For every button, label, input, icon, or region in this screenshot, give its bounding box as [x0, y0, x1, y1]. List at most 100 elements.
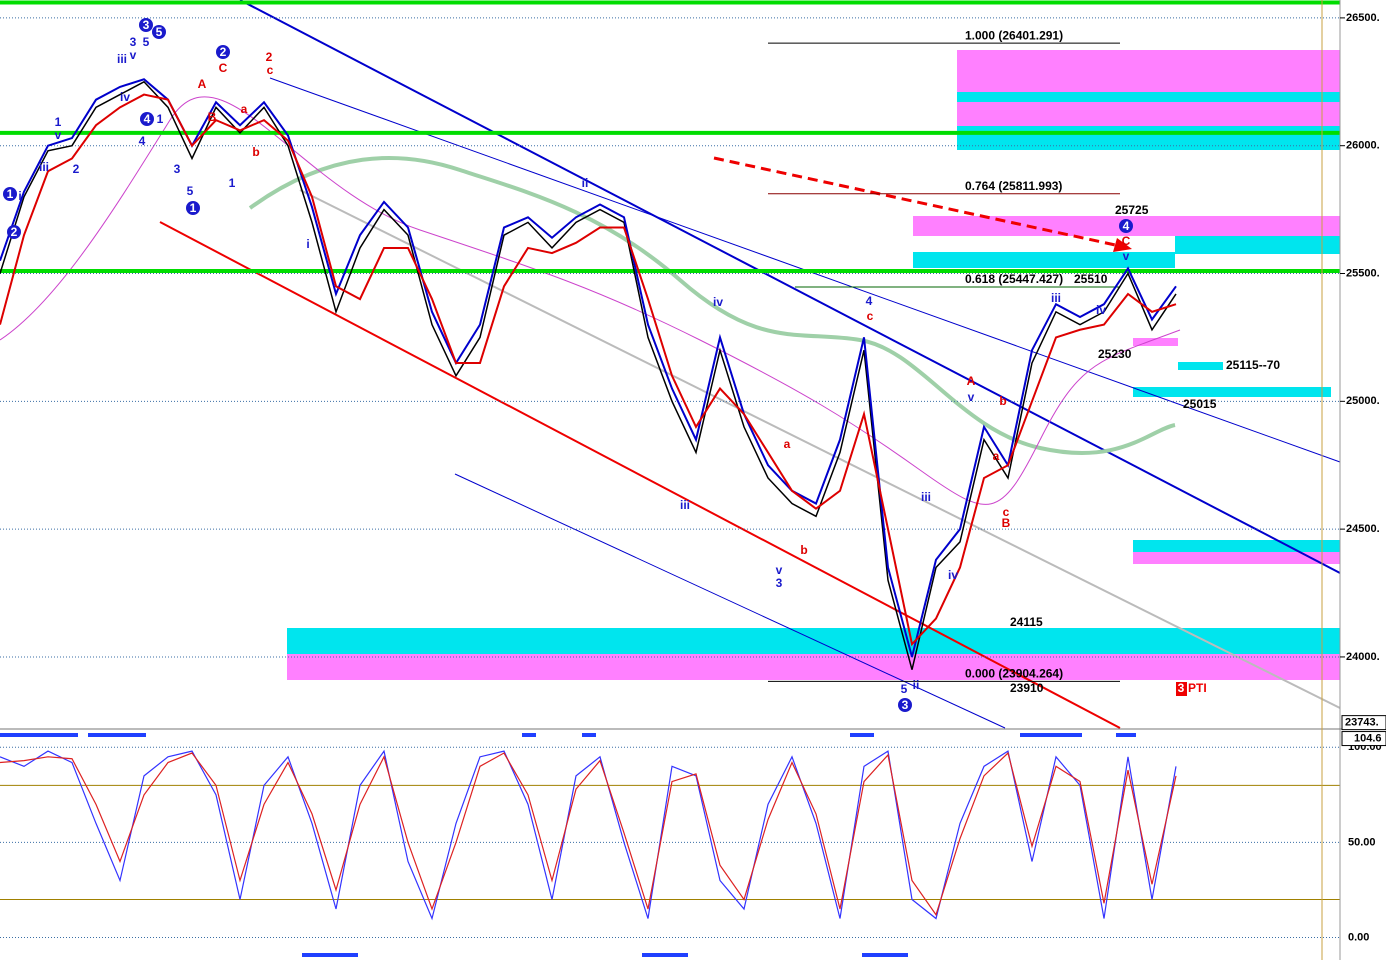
moving-average — [248, 155, 1176, 455]
wave-label: a — [993, 449, 1000, 463]
wave-label: C — [1122, 234, 1131, 248]
wave-label: 4 — [1123, 219, 1130, 233]
activity-bar — [582, 733, 596, 737]
activity-bar — [88, 733, 146, 737]
y-tick-label: 24500. — [1346, 523, 1380, 535]
wave-label: 2 — [220, 45, 227, 59]
fib-label: 1.000 (26401.291) — [965, 28, 1063, 42]
wave-circle — [140, 112, 154, 126]
current-box — [1341, 731, 1386, 747]
osc-tick-label: 50.00 — [1348, 836, 1376, 848]
activity-bar — [522, 733, 536, 737]
activity-bar — [302, 953, 358, 957]
wave-label: iv — [120, 90, 130, 104]
wave-label: 5 — [901, 682, 908, 696]
wave-label: A — [967, 374, 976, 388]
wave-circle — [216, 45, 230, 59]
wave-label: ii — [582, 176, 589, 190]
trend-line — [299, 189, 1341, 709]
wave-label: v — [776, 563, 783, 577]
zone — [1133, 338, 1178, 346]
wave-label: iii — [921, 490, 931, 504]
activity-bar — [862, 953, 908, 957]
price-label: 25230 — [1098, 347, 1132, 361]
wave-label: iv — [1096, 303, 1106, 317]
wave-circle — [7, 225, 21, 239]
wave-label: b — [252, 145, 259, 159]
zone — [1178, 362, 1223, 370]
price-label: 24115 — [1010, 615, 1043, 629]
oscillator-line — [0, 751, 1177, 917]
price-label: 25015 — [1183, 397, 1217, 411]
arrow-head — [1113, 238, 1132, 252]
wave-label: 2 — [73, 162, 80, 176]
wave-circle — [1119, 219, 1133, 233]
activity-bar — [1020, 733, 1082, 737]
zone — [287, 654, 1340, 680]
wave-label: 1 — [229, 176, 236, 190]
zone — [957, 92, 1340, 102]
y-tick-label: 26000. — [1346, 140, 1380, 152]
wave-label: iii — [1051, 291, 1061, 305]
wave-label: 3 — [902, 698, 909, 712]
wave-label: C — [219, 61, 228, 75]
price-label: 25725 — [1115, 203, 1149, 217]
pti-text: PTI — [1188, 681, 1207, 695]
wave-label: 1 — [190, 201, 197, 215]
fib-label: 0.764 (25811.993) — [965, 179, 1062, 193]
price-label: 23910 — [1010, 681, 1044, 695]
trend-line — [454, 473, 1006, 729]
wave-label: v — [55, 128, 62, 142]
zone — [1133, 387, 1331, 397]
wave-label: 5 — [143, 35, 150, 49]
wave-label: 3 — [130, 35, 137, 49]
activity-bar — [850, 733, 874, 737]
wave-label: 3 — [776, 576, 783, 590]
wave-label: 4 — [866, 294, 873, 308]
wave-label: B — [1002, 516, 1011, 530]
price-label: 25510 — [1074, 272, 1108, 286]
trend-line — [159, 221, 1121, 729]
oscillator-line — [0, 749, 1177, 921]
last-price-box — [1341, 715, 1386, 731]
wave-label: i — [306, 237, 309, 251]
y-tick-label: 25500. — [1346, 267, 1380, 279]
zones — [287, 50, 1340, 680]
wave-label: iii — [117, 52, 127, 66]
wave-label: 5 — [187, 184, 194, 198]
zone — [957, 102, 1340, 126]
price-line — [0, 93, 1177, 647]
wave-circle — [186, 201, 200, 215]
zone — [287, 628, 1340, 654]
current-label: 104.6 — [1354, 732, 1382, 744]
wave-label: 4 — [144, 112, 151, 126]
price-label: 25115--70 — [1226, 358, 1280, 372]
zone — [957, 50, 1340, 92]
wave-label: iv — [713, 295, 723, 309]
last-price-label: 23743. — [1345, 717, 1379, 729]
pti-num: 3 — [1178, 681, 1185, 695]
wave-label: 1 — [157, 112, 164, 126]
wave-label: c — [1003, 505, 1010, 519]
zone — [913, 252, 1175, 268]
osc-tick-label: 0.00 — [1348, 931, 1369, 943]
wave-label: iii — [39, 160, 49, 174]
wave-label: v — [130, 48, 137, 62]
wave-label: iv — [948, 568, 958, 582]
wave-label: 4 — [139, 134, 146, 148]
fib-label: 0.000 (23904.264) — [965, 667, 1063, 681]
trend-line — [239, 0, 1341, 574]
wave-label: b — [999, 394, 1006, 408]
y-tick-label: 25000. — [1346, 395, 1380, 407]
wave-label: 2 — [11, 225, 18, 239]
y-tick-label: 26500. — [1346, 12, 1380, 24]
wave-label: B — [208, 110, 217, 124]
wave-label: 1 — [7, 187, 14, 201]
marks — [0, 0, 1340, 939]
wave-circle — [139, 18, 153, 32]
activity-bar — [642, 953, 688, 957]
wave-circle — [152, 25, 166, 39]
trend-lines — [0, 0, 1341, 729]
activity-bar — [0, 733, 78, 737]
